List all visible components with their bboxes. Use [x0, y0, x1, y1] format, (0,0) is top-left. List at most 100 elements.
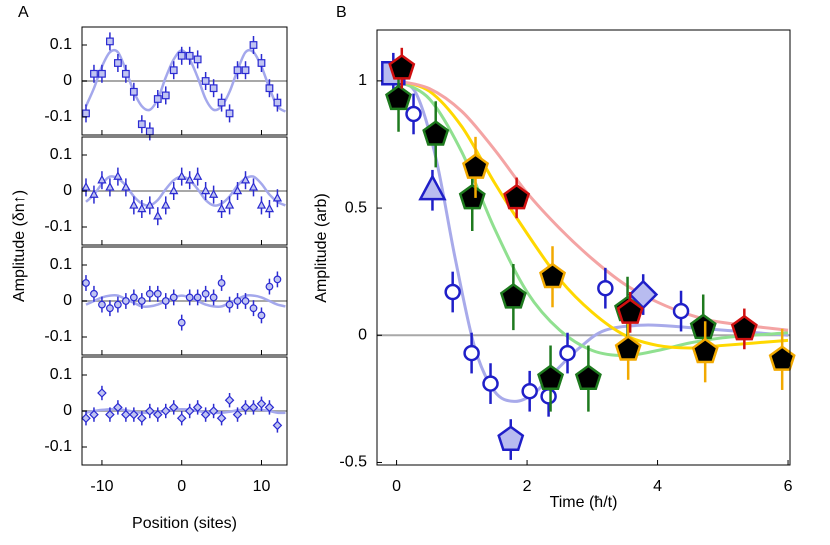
marker — [82, 279, 90, 287]
marker — [97, 388, 107, 398]
marker — [559, 344, 576, 362]
marker — [248, 402, 259, 413]
marker — [193, 293, 202, 302]
marker — [121, 69, 130, 78]
marker — [521, 382, 538, 400]
marker — [614, 335, 642, 361]
marker — [129, 409, 139, 420]
marker — [241, 66, 250, 75]
marker — [217, 98, 226, 107]
marker — [225, 109, 234, 118]
marker — [616, 298, 644, 324]
marker — [264, 402, 275, 413]
fit-curve — [395, 79, 789, 403]
marker — [225, 300, 234, 309]
x-tick-label: 0 — [177, 478, 186, 495]
marker — [90, 289, 98, 298]
marker — [264, 203, 275, 213]
marker — [113, 402, 123, 413]
marker — [176, 413, 187, 424]
x-tick-label: 2 — [523, 478, 532, 495]
marker — [177, 318, 186, 327]
marker — [691, 337, 719, 364]
marker — [388, 53, 416, 80]
marker — [249, 41, 258, 49]
marker — [113, 59, 122, 67]
marker — [217, 279, 226, 287]
marker — [129, 87, 138, 96]
marker — [97, 174, 107, 184]
marker — [113, 171, 123, 180]
marker — [137, 203, 147, 213]
marker — [768, 345, 796, 371]
marker — [241, 297, 250, 305]
y-tick-label: 0 — [358, 326, 367, 343]
x-tick-label: -10 — [90, 478, 113, 495]
marker — [160, 406, 171, 416]
marker — [503, 183, 531, 210]
marker — [105, 182, 115, 191]
marker — [105, 409, 115, 420]
marker — [106, 37, 114, 46]
marker — [145, 289, 154, 298]
fit-curve — [395, 79, 789, 358]
marker — [106, 304, 114, 313]
marker — [463, 344, 480, 362]
y-tick-label: 0.1 — [50, 36, 72, 53]
marker — [184, 406, 195, 416]
marker — [272, 192, 283, 202]
marker — [482, 375, 499, 392]
fit-curve — [396, 79, 789, 332]
marker — [597, 279, 614, 297]
marker — [216, 413, 227, 424]
marker — [224, 200, 235, 209]
marker — [152, 409, 163, 420]
y-tick-label: 0 — [63, 292, 72, 309]
marker — [129, 293, 138, 302]
y-tick-label: -0.1 — [44, 438, 72, 455]
marker — [89, 409, 99, 420]
y-axis-label: Amplitude (arb) — [313, 193, 330, 302]
marker — [232, 409, 243, 420]
x-tick-label: 10 — [253, 478, 271, 495]
marker — [185, 51, 194, 60]
marker — [418, 173, 447, 201]
marker — [185, 293, 194, 302]
marker — [145, 127, 154, 136]
marker — [574, 364, 602, 390]
marker — [153, 210, 163, 220]
y-axis-label: Amplitude (δn↑) — [11, 190, 28, 302]
fit-curve — [85, 294, 286, 308]
marker — [240, 174, 251, 184]
marker — [121, 297, 130, 305]
marker — [121, 182, 131, 191]
marker — [98, 69, 106, 78]
marker — [444, 283, 461, 301]
marker — [89, 189, 99, 198]
marker — [256, 200, 267, 209]
x-tick-label: 4 — [653, 478, 662, 495]
marker — [137, 413, 147, 424]
marker — [208, 189, 219, 198]
marker — [144, 406, 155, 416]
marker — [240, 402, 251, 413]
marker — [161, 91, 170, 100]
y-tick-label: -0.1 — [44, 108, 72, 125]
marker — [497, 425, 525, 452]
marker — [169, 66, 178, 75]
marker — [209, 293, 218, 302]
marker — [265, 84, 274, 93]
marker — [161, 200, 171, 209]
y-tick-label: 0 — [63, 402, 72, 419]
y-tick-label: -0.5 — [339, 454, 367, 471]
marker — [209, 84, 218, 93]
marker — [192, 402, 203, 413]
panel-label: A — [18, 4, 29, 21]
x-axis-label: Time (ħ/t) — [550, 494, 618, 511]
y-tick-label: 0 — [63, 72, 72, 89]
marker — [81, 413, 91, 424]
marker — [201, 289, 210, 298]
fit-curve — [396, 79, 789, 350]
marker — [98, 300, 106, 309]
